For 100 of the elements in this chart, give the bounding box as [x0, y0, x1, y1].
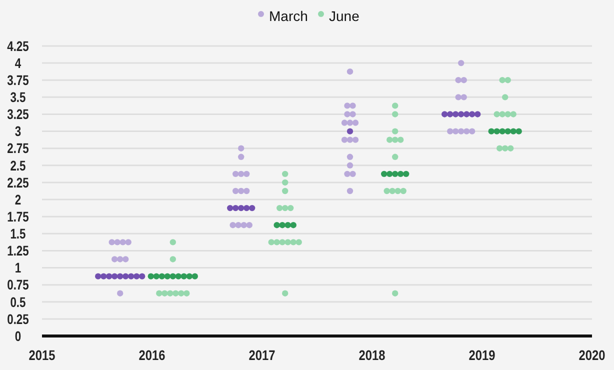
point — [346, 120, 354, 126]
point — [167, 290, 174, 296]
x-tick-label: 2019 — [468, 347, 496, 364]
point — [510, 128, 516, 134]
point — [452, 128, 459, 134]
point — [117, 256, 124, 262]
point — [186, 273, 192, 280]
y-tick-label: 1.5 — [10, 226, 26, 242]
point — [496, 145, 503, 152]
y-tick-label: 0.75 — [7, 278, 29, 294]
point — [282, 290, 288, 296]
point — [284, 222, 291, 228]
point — [392, 136, 398, 143]
point — [238, 204, 244, 212]
point — [175, 273, 182, 280]
x-tick-label: 2017 — [248, 347, 276, 364]
point — [117, 273, 124, 280]
point — [232, 170, 239, 178]
y-tick-label: 2.25 — [7, 175, 29, 191]
point — [381, 170, 388, 178]
point — [447, 128, 454, 134]
point — [494, 128, 500, 134]
point — [350, 170, 356, 178]
point — [494, 111, 500, 118]
point — [288, 204, 294, 212]
point — [488, 128, 494, 134]
point — [279, 239, 286, 246]
point — [460, 77, 467, 84]
x-tick-label: 2015 — [28, 347, 56, 364]
y-tick-label: 2.5 — [10, 158, 26, 174]
point — [95, 273, 102, 280]
y-tick-label: 3.5 — [10, 90, 26, 106]
point — [117, 290, 124, 296]
point — [455, 77, 462, 84]
point — [344, 102, 350, 109]
point — [156, 290, 162, 296]
point — [469, 111, 476, 118]
y-tick-label: 1 — [14, 260, 22, 276]
point — [244, 204, 250, 212]
point — [394, 188, 401, 194]
point — [346, 128, 354, 134]
point — [504, 77, 511, 84]
point — [100, 273, 107, 280]
point — [392, 128, 398, 134]
point — [112, 273, 118, 280]
point — [290, 222, 296, 228]
point — [398, 136, 404, 143]
y-tick-label: 4.25 — [7, 38, 29, 54]
x-tick-label: 2016 — [138, 347, 166, 364]
point — [139, 273, 146, 280]
point — [403, 170, 410, 178]
point — [504, 111, 511, 118]
y-tick-label: 4 — [14, 56, 22, 72]
point — [502, 145, 508, 152]
point — [180, 273, 187, 280]
point — [389, 188, 396, 194]
point — [246, 222, 252, 228]
point — [172, 290, 179, 296]
point — [346, 154, 354, 160]
point — [464, 128, 470, 134]
point — [499, 77, 506, 84]
point — [392, 170, 398, 178]
point — [386, 170, 393, 178]
point — [282, 179, 288, 186]
point — [447, 111, 454, 118]
point — [510, 111, 516, 118]
point — [276, 204, 283, 212]
x-tick-label: 2020 — [578, 347, 606, 364]
point — [282, 204, 288, 212]
point — [460, 94, 467, 100]
point — [282, 170, 288, 178]
point — [341, 120, 348, 126]
point — [499, 111, 506, 118]
point — [274, 239, 280, 246]
point — [238, 145, 244, 152]
point — [106, 273, 112, 280]
y-tick-label: 1.75 — [7, 209, 29, 225]
point — [346, 162, 354, 169]
point — [108, 239, 115, 246]
point — [232, 204, 239, 212]
point — [392, 102, 398, 109]
point — [508, 145, 514, 152]
point — [442, 111, 448, 118]
point — [122, 256, 129, 262]
point — [392, 154, 398, 160]
point — [153, 273, 160, 280]
point — [458, 60, 464, 66]
point — [344, 170, 350, 178]
point — [148, 273, 154, 280]
point — [464, 111, 470, 118]
point — [238, 154, 244, 160]
point — [112, 256, 118, 262]
point — [238, 188, 244, 194]
point — [232, 188, 239, 194]
point — [344, 111, 350, 118]
point — [244, 170, 250, 178]
y-tick-label: 0.25 — [7, 312, 29, 328]
point — [341, 136, 348, 143]
point — [499, 128, 506, 134]
point — [170, 239, 176, 246]
